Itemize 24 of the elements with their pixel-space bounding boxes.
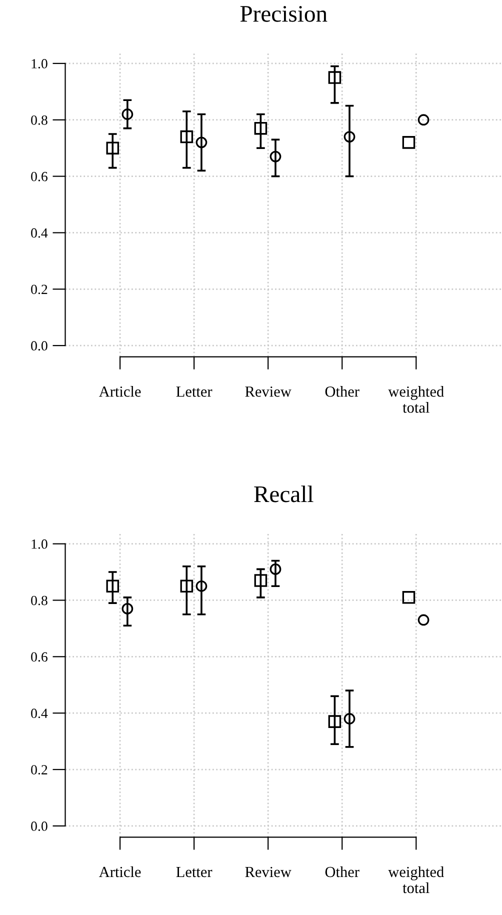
y-tick-label: 0.8 xyxy=(31,115,48,125)
y-tick-label: 0.0 xyxy=(31,341,48,351)
x-tick-label: weighted total xyxy=(388,866,444,894)
x-tick-label: Review xyxy=(245,866,292,878)
x-tick-label: Letter xyxy=(176,866,212,878)
y-tick-label: 1.0 xyxy=(32,59,48,68)
x-tick-label: Other xyxy=(325,866,360,878)
y-tick-label: 0.4 xyxy=(31,228,48,238)
chart-title: Recall xyxy=(254,486,314,502)
x-tick-label: Review xyxy=(245,386,292,397)
y-tick-label: 0.6 xyxy=(31,652,48,662)
x-tick-label: Article xyxy=(98,866,141,878)
y-tick-label: 0.2 xyxy=(31,284,48,294)
y-tick-label: 0.4 xyxy=(31,708,48,718)
x-tick-label: weighted total xyxy=(388,386,444,413)
chart-title: Precision xyxy=(240,6,328,22)
y-tick-label: 0.0 xyxy=(31,822,48,831)
y-tick-label: 0.2 xyxy=(31,765,48,775)
x-tick-label: Letter xyxy=(176,386,212,397)
x-tick-label: Other xyxy=(325,386,360,397)
y-tick-label: 1.0 xyxy=(32,539,48,549)
x-tick-label: Article xyxy=(98,386,141,397)
y-tick-label: 0.6 xyxy=(31,172,48,182)
y-tick-label: 0.8 xyxy=(31,596,48,606)
